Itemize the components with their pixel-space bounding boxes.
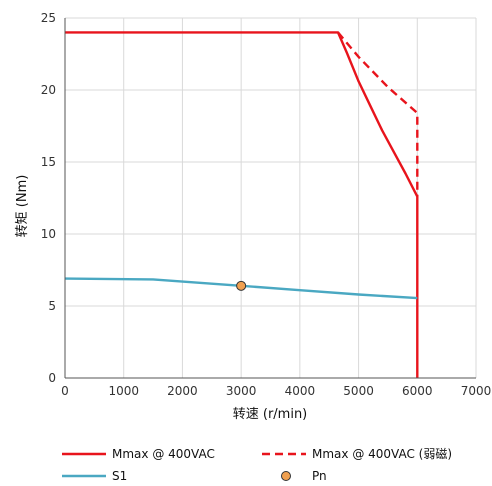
y-tick-label: 10: [41, 227, 56, 241]
axes-layer: 0 1000 2000 3000 4000 5000 6000 7000 0 5 10 15 20 25: [41, 11, 492, 398]
x-tick-label: 4000: [285, 384, 316, 398]
x-tick-label: 6000: [402, 384, 433, 398]
pn-marker: [236, 280, 247, 291]
legend-label: S1: [112, 469, 127, 483]
legend-label: Pn: [312, 469, 327, 483]
legend-marker: [281, 471, 291, 481]
y-tick-label: 5: [48, 299, 56, 313]
y-axis-label: 转矩 (Nm): [15, 175, 30, 238]
x-tick-label: 2000: [167, 384, 198, 398]
legend: Mmax @ 400VAC Mmax @ 400VAC (弱磁) S1 Pn: [62, 446, 452, 483]
grid-lines: [64, 17, 477, 379]
y-tick-label: 20: [41, 83, 56, 97]
x-tick-label: 7000: [461, 384, 492, 398]
y-tick-label: 0: [48, 371, 56, 385]
legend-swatch: [281, 471, 291, 481]
x-tick-label: 3000: [226, 384, 257, 398]
y-tick-label: 15: [41, 155, 56, 169]
y-tick-label: 25: [41, 11, 56, 25]
legend-label: Mmax @ 400VAC (弱磁): [312, 446, 452, 461]
legend-label: Mmax @ 400VAC: [112, 447, 215, 461]
x-axis-label: 转速 (r/min): [233, 407, 308, 422]
x-tick-label: 0: [61, 384, 69, 398]
x-tick-label: 1000: [108, 384, 139, 398]
series-line-2: [64, 277, 418, 300]
x-tick-label: 5000: [343, 384, 374, 398]
series-line-0: [65, 31, 419, 378]
series-layer: [64, 31, 419, 378]
